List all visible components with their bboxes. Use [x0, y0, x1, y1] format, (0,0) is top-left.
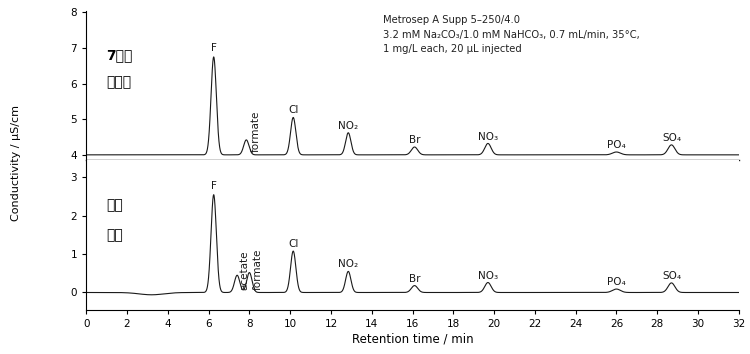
X-axis label: Retention time / min: Retention time / min [352, 333, 473, 346]
Text: Cl: Cl [288, 105, 298, 115]
Text: PO₄: PO₄ [607, 140, 625, 150]
Text: formate: formate [253, 249, 263, 290]
Text: F: F [211, 43, 217, 53]
Text: 経過後: 経過後 [106, 75, 131, 90]
Text: Cl: Cl [288, 239, 298, 249]
Text: F: F [211, 181, 217, 191]
Text: NO₂: NO₂ [338, 259, 358, 269]
Text: 調製: 調製 [106, 198, 122, 212]
Text: Br: Br [409, 135, 420, 145]
Text: Metrosep A Supp 5–250/4.0
3.2 mM Na₂CO₃/1.0 mM NaHCO₃, 0.7 mL/min, 35°C,
1 mg/L : Metrosep A Supp 5–250/4.0 3.2 mM Na₂CO₃/… [383, 15, 640, 54]
Text: 7日間: 7日間 [106, 48, 132, 63]
Text: SO₄: SO₄ [662, 272, 681, 281]
Text: PO₄: PO₄ [607, 277, 625, 287]
Text: NO₃: NO₃ [478, 271, 498, 281]
Text: SO₄: SO₄ [662, 133, 681, 143]
Text: acetate: acetate [239, 251, 250, 290]
Text: NO₃: NO₃ [478, 132, 498, 142]
Text: Conductivity / μS/cm: Conductivity / μS/cm [11, 105, 22, 221]
Text: Br: Br [409, 274, 420, 284]
Text: NO₂: NO₂ [338, 121, 358, 131]
Text: 直後: 直後 [106, 228, 122, 242]
Text: formate: formate [251, 110, 260, 152]
